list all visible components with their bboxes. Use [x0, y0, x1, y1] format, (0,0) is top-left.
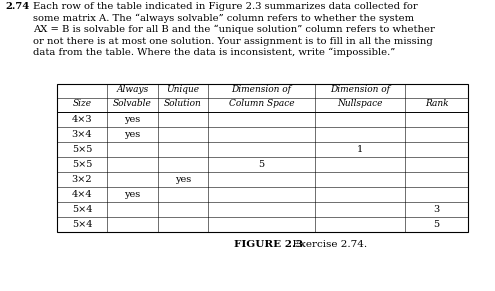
Text: 3×2: 3×2 [72, 175, 92, 184]
Text: AX = B is solvable for all B and the “unique solution” column refers to whether: AX = B is solvable for all B and the “un… [33, 25, 435, 34]
Text: 5×4: 5×4 [72, 220, 92, 229]
Text: yes: yes [124, 115, 141, 124]
Text: yes: yes [175, 175, 191, 184]
Text: Solution: Solution [164, 99, 202, 108]
Text: 3×4: 3×4 [72, 130, 92, 139]
Text: yes: yes [124, 130, 141, 139]
Text: 5×4: 5×4 [72, 205, 92, 214]
Text: or not there is at most one solution. Your assignment is to fill in all the miss: or not there is at most one solution. Yo… [33, 36, 433, 45]
Text: 4×3: 4×3 [72, 115, 92, 124]
Text: Each row of the table indicated in Figure 2.3 summarizes data collected for: Each row of the table indicated in Figur… [33, 2, 418, 11]
Text: Solvable: Solvable [113, 99, 152, 108]
Text: Size: Size [72, 99, 92, 108]
Text: 3: 3 [434, 205, 440, 214]
Text: 5: 5 [258, 160, 264, 169]
Text: Dimension of: Dimension of [330, 85, 390, 94]
Text: Unique: Unique [166, 85, 199, 94]
Text: 1: 1 [357, 145, 363, 154]
Text: 2.74: 2.74 [5, 2, 29, 11]
Text: Nullspace: Nullspace [337, 99, 383, 108]
Text: 5: 5 [434, 220, 440, 229]
Text: yes: yes [124, 190, 141, 199]
Text: 5×5: 5×5 [72, 145, 92, 154]
Text: Exercise 2.74.: Exercise 2.74. [287, 240, 368, 249]
Text: 4×4: 4×4 [72, 190, 92, 199]
Bar [57, 84, 468, 232]
Text: Rank: Rank [425, 99, 448, 108]
Text: data from the table. Where the data is inconsistent, write “impossible.”: data from the table. Where the data is i… [33, 48, 395, 57]
Text: Dimension of: Dimension of [232, 85, 292, 94]
Text: 5×5: 5×5 [72, 160, 92, 169]
Text: some matrix A. The “always solvable” column refers to whether the system: some matrix A. The “always solvable” col… [33, 13, 414, 23]
Text: FIGURE 2.3: FIGURE 2.3 [235, 240, 303, 249]
Text: Column Space: Column Space [229, 99, 295, 108]
Text: Always: Always [116, 85, 148, 94]
